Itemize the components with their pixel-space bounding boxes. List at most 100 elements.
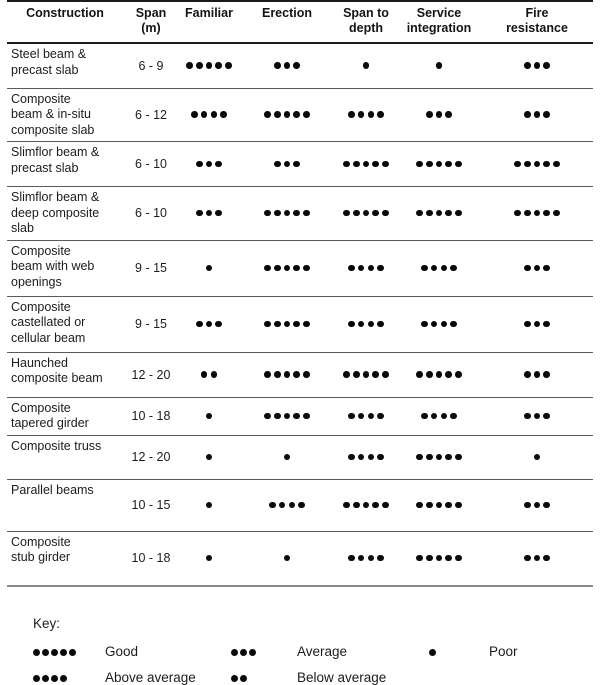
dot-icon xyxy=(200,111,208,118)
dot-icon xyxy=(274,371,281,378)
dot-icon xyxy=(215,160,222,168)
table-row: Steel beam & precast slab 6 - 9 xyxy=(7,43,593,88)
dot-icon xyxy=(348,320,355,328)
table-row: Composite castellated or cellular beam 9 … xyxy=(7,296,593,352)
rating-cell-familiar xyxy=(179,142,239,187)
dot-icon xyxy=(455,453,462,461)
dot-icon xyxy=(377,111,384,118)
dot-icon xyxy=(186,62,193,69)
key-label: Poor xyxy=(489,644,518,659)
rating-cell-erection xyxy=(239,397,335,435)
rating-dots xyxy=(263,315,311,332)
dot-icon xyxy=(249,648,256,656)
dot-icon xyxy=(524,371,531,378)
table-row: Haunched composite beam 12 - 20 xyxy=(7,352,593,397)
column-header-familiar: Familiar xyxy=(179,1,239,44)
rating-cell-span-to-depth xyxy=(335,142,397,187)
rating-dots xyxy=(272,155,301,172)
dot-icon xyxy=(416,453,423,461)
dot-icon xyxy=(426,554,433,562)
dot-icon xyxy=(343,501,350,509)
rating-cell-erection xyxy=(239,88,335,142)
dot-icon xyxy=(357,554,365,562)
dot-icon xyxy=(514,209,521,217)
dot-icon xyxy=(205,501,213,509)
dot-icon xyxy=(293,264,300,272)
dot-icon xyxy=(303,111,310,118)
dot-icon xyxy=(274,412,281,420)
rating-dots xyxy=(263,204,311,221)
dot-icon xyxy=(196,320,203,328)
dot-icon xyxy=(362,160,370,168)
key-dots xyxy=(33,670,105,685)
rating-cell-erection xyxy=(239,296,335,352)
key-grid: Good Average Poor Above average Below averag… xyxy=(33,644,593,685)
dot-icon xyxy=(367,453,375,461)
rating-cell-span-to-depth xyxy=(335,240,397,296)
dot-icon xyxy=(69,648,76,656)
construction-label: Composite truss xyxy=(11,438,102,453)
rating-dots xyxy=(420,259,459,276)
dot-icon xyxy=(367,264,375,272)
rating-dots xyxy=(347,407,386,424)
rating-cell-erection xyxy=(239,531,335,586)
rating-cell-span-to-depth xyxy=(335,187,397,241)
construction-label: Composite castellated or cellular beam xyxy=(11,299,86,345)
dot-icon xyxy=(264,371,271,378)
rating-cell-service-integration xyxy=(397,240,481,296)
rating-dots xyxy=(347,448,386,465)
rating-dots xyxy=(361,57,371,74)
dot-icon xyxy=(533,111,541,118)
dot-icon xyxy=(450,264,457,272)
dot-icon xyxy=(553,160,560,168)
dot-icon xyxy=(264,320,271,328)
rating-dots xyxy=(415,155,463,172)
dot-icon xyxy=(524,111,531,118)
dot-icon xyxy=(382,501,389,509)
rating-cell-service-integration xyxy=(397,397,481,435)
dot-icon xyxy=(543,412,550,420)
span-value: 9 - 15 xyxy=(135,261,167,275)
dot-icon xyxy=(416,160,423,168)
rating-cell-span-to-depth xyxy=(335,352,397,397)
dot-icon xyxy=(445,111,452,118)
dot-icon xyxy=(377,554,384,562)
dot-icon xyxy=(293,412,300,420)
dot-icon xyxy=(353,209,360,217)
dot-icon xyxy=(543,554,550,562)
construction-label: Haunched composite beam xyxy=(11,355,103,386)
dot-icon xyxy=(421,320,428,328)
dot-icon xyxy=(426,371,433,378)
rating-dots xyxy=(263,366,311,383)
dot-icon xyxy=(200,371,208,378)
span-value: 6 - 10 xyxy=(135,157,167,171)
span-value: 10 - 15 xyxy=(131,498,171,512)
dot-icon xyxy=(524,501,531,509)
rating-dots xyxy=(342,366,390,383)
dot-icon xyxy=(426,111,433,118)
dot-icon xyxy=(533,501,541,509)
dot-icon xyxy=(283,264,291,272)
rating-cell-service-integration xyxy=(397,479,481,531)
dot-icon xyxy=(382,371,389,378)
dot-icon xyxy=(357,111,365,118)
rating-cell-service-integration xyxy=(397,352,481,397)
dot-icon xyxy=(362,371,370,378)
dot-icon xyxy=(426,209,433,217)
dot-icon xyxy=(348,111,355,118)
dot-icon xyxy=(283,160,291,168)
dot-icon xyxy=(435,160,443,168)
rating-dots xyxy=(424,106,453,123)
rating-cell-erection xyxy=(239,142,335,187)
construction-label: Composite stub girder xyxy=(11,534,71,565)
dot-icon xyxy=(215,209,222,217)
dot-icon xyxy=(445,453,452,461)
dot-icon xyxy=(278,501,286,509)
dot-icon xyxy=(42,648,49,656)
dot-icon xyxy=(205,453,213,461)
dot-icon xyxy=(435,501,443,509)
rating-cell-service-integration xyxy=(397,43,481,88)
dot-icon xyxy=(274,160,281,168)
column-header-span: Span (m) xyxy=(123,1,179,44)
